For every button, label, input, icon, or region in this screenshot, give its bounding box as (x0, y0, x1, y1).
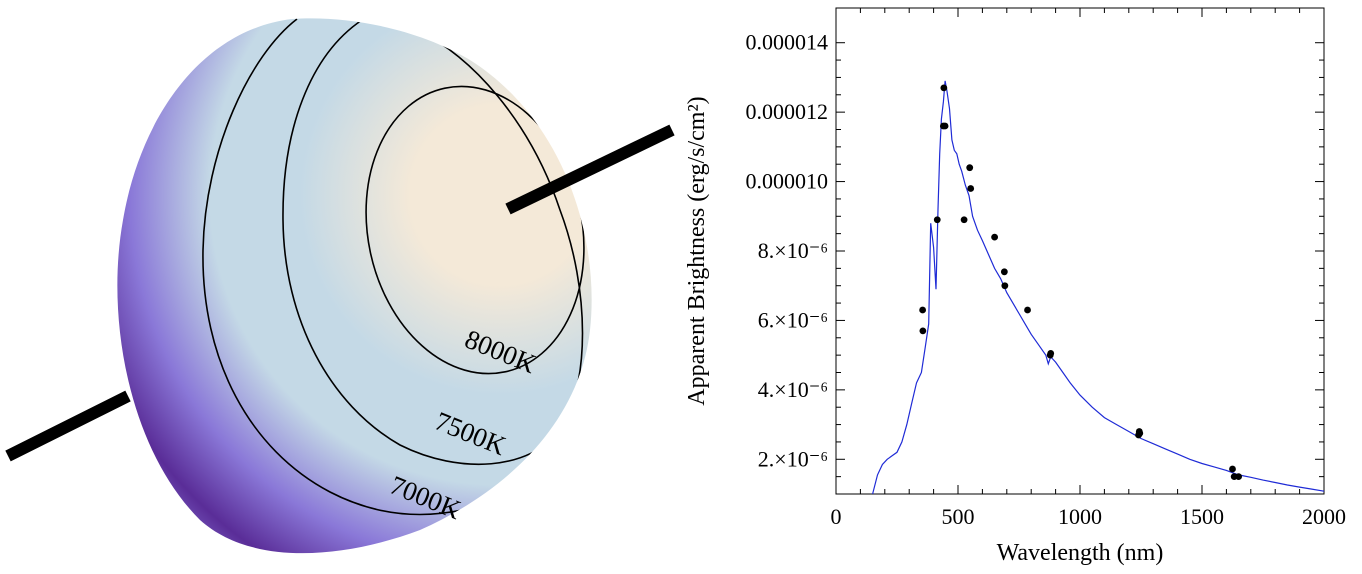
observed-point (1000, 268, 1008, 276)
observed-point (991, 233, 998, 241)
observed-point (1047, 350, 1055, 357)
y-tick-label: 0.000010 (746, 169, 829, 194)
axis-ticks (835, 8, 1325, 495)
contour-7000k (202, 18, 511, 516)
plot-frame (835, 7, 1325, 495)
x-tick-label: 1000 (1058, 504, 1102, 529)
y-tick-label: 8.×10⁻⁶ (758, 238, 828, 263)
x-tick-label: 1500 (1180, 504, 1224, 529)
spectrum-chart: 0 500 1000 1500 2000 2.×10⁻⁶ 4.×10⁻⁶ 6.×10⁻⁶ 8.… (684, 7, 1347, 566)
observed-point (1024, 306, 1031, 314)
observed-point (940, 84, 948, 92)
observed-point (966, 164, 974, 172)
rotation-axis-lower (5, 390, 131, 462)
star-sphere-panel: 8000K 7500K 7000K (5, 18, 675, 554)
observed-point (1001, 282, 1009, 290)
observed-point (967, 185, 975, 192)
spectrum-model-line (872, 80, 1325, 495)
observed-point (1136, 429, 1144, 437)
y-tick-label: 0.000012 (746, 99, 829, 124)
x-tick-label: 500 (942, 504, 975, 529)
rotation-axis-upper (505, 124, 675, 215)
observed-point (1235, 473, 1242, 481)
x-tick-label: 0 (831, 504, 842, 529)
y-tick-label: 4.×10⁻⁶ (758, 377, 828, 402)
contour-7500k (282, 19, 584, 466)
x-tick-labels: 0 500 1000 1500 2000 (831, 504, 1347, 529)
y-tick-label: 6.×10⁻⁶ (758, 307, 828, 332)
x-tick-label: 2000 (1302, 504, 1346, 529)
y-axis-title: Apparent Brightness (erg/s/cm²) (684, 96, 710, 405)
observed-point (1229, 465, 1236, 473)
observed-points (919, 84, 1242, 481)
star-sphere (117, 18, 592, 554)
y-tick-label: 2.×10⁻⁶ (758, 446, 828, 471)
observed-point (919, 327, 927, 335)
observed-point (919, 306, 927, 314)
y-tick-label: 0.000014 (746, 30, 829, 55)
y-tick-labels: 2.×10⁻⁶ 4.×10⁻⁶ 6.×10⁻⁶ 8.×10⁻⁶ 0.000010 0.00… (746, 30, 829, 472)
x-axis-title: Wavelength (nm) (997, 540, 1164, 566)
observed-point (941, 122, 949, 130)
observed-point (960, 216, 968, 224)
observed-point (933, 216, 941, 224)
